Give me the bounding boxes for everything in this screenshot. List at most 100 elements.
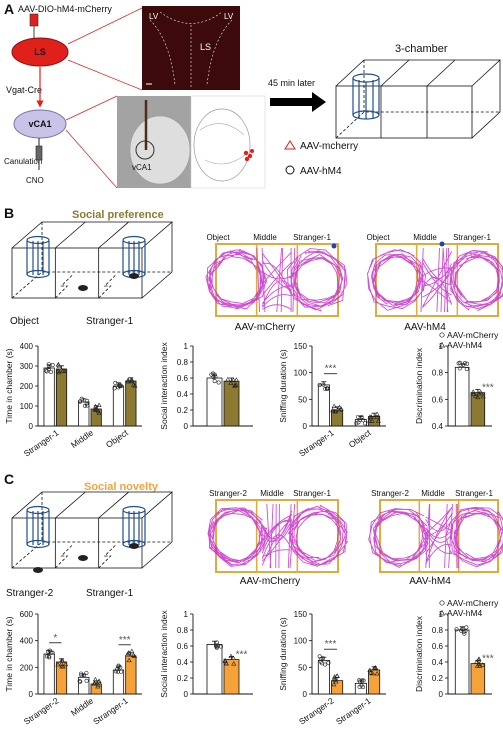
data-point [454,627,459,632]
data-point [211,375,216,380]
box-front [11,247,143,299]
data-point [83,403,88,408]
track-label: Stranger-2 [371,489,409,498]
data-point [46,649,51,654]
y-tick-label: 0 [303,690,308,699]
box-door [98,543,117,569]
mouse-icon [78,555,88,561]
legend-circle-icon [439,600,445,606]
data-point [44,654,49,659]
data-point [125,378,131,384]
data-point [119,669,124,674]
data-point [374,414,380,420]
data-point [369,418,375,423]
data-point [318,657,323,662]
data-point [118,383,123,388]
data-point [55,361,61,367]
data-point [232,382,238,388]
y-tick-label: 50 [298,395,307,404]
data-point [230,377,236,383]
legend-circle-icon [285,165,295,175]
data-point [91,680,97,685]
mouse-icon [78,285,88,291]
vgat-label: Vgat-Cre [6,85,42,95]
y-tick-label: 50 [298,663,307,672]
x-tick-label: Stranger-1 [22,427,61,458]
track-label: Stranger-2 [209,489,247,498]
y-tick-label: 0.8 [177,626,189,635]
bar [223,380,240,427]
y-axis-label: Time in chamber (s) [4,616,14,691]
y-tick-label: 0.8 [432,369,444,378]
chamber-diagram-b [11,221,174,299]
y-tick-label: 0.6 [177,642,189,651]
bar [206,644,223,695]
data-point [476,656,482,661]
data-point [222,657,228,663]
data-point [464,367,469,372]
y-tick-label: 100 [294,637,308,646]
bar [317,384,330,427]
bar [454,366,470,427]
y-tick-label: 0 [29,690,34,699]
data-point [465,361,470,366]
data-point [60,368,66,373]
data-point [48,369,53,374]
significance-label: *** [325,364,337,375]
significance-label: * [53,633,57,644]
data-point [354,421,359,426]
data-point [456,361,461,366]
track-path [207,503,349,569]
data-point [63,661,69,667]
track-label: Middle [413,233,437,242]
track-label: Stranger-1 [293,233,331,242]
data-point [228,653,234,659]
chart-b2: 0 0.2 0.4 0.6 0.8 1 Social interaction index [159,342,253,431]
data-point [46,365,51,370]
zoom-line [65,95,118,121]
legend-entry: AAV-hM4 [447,340,483,350]
y-tick-label: 0.6 [177,374,189,383]
cannulation-label: Canulation [4,157,42,166]
ls-region-icon [11,37,69,67]
data-point [233,377,239,382]
data-point [79,671,84,676]
three-chamber-diagram [335,59,502,139]
data-point [92,676,98,682]
chart-c1: 0 200 400 600 Time in chamber (s) Stranger-2 M… [4,610,142,727]
track-caption-b-hm4: AAV-hM4 [404,322,446,333]
y-tick-label: 150 [294,610,308,619]
chart-b1: 0 100 200 300 400 Time in chamber (s) Stranger… [4,342,142,459]
box-divider [55,221,86,249]
data-point [44,369,49,374]
data-point [60,658,66,663]
track-caption-c-hm4: AAV-hM4 [409,576,451,587]
data-point [95,682,101,687]
data-point [50,363,55,368]
data-point [132,383,138,388]
y-axis-label: Discrimination index [414,615,424,692]
zoom-line [67,7,143,45]
y-tick-label: 400 [20,342,34,351]
x-tick-label: Stranger-2 [297,695,336,726]
box-edge [141,541,173,569]
legend-entry: AAV-mCherry [447,330,499,340]
data-point [480,662,486,667]
data-point [460,627,465,632]
mouse-icon [129,543,139,549]
panel-c: C Social novelty Stranger-2 Stranger-1 A… [4,471,503,599]
data-point [331,681,337,687]
chamber-title: 3-chamber [395,43,448,55]
panel-c-left-label: Stranger-2 [6,588,54,599]
data-point [84,678,89,683]
legend-entry: AAV-hM4 [447,608,483,618]
mouse-icon [33,567,43,573]
chart-b4: 0.4 0.6 0.8 1 Discrimination index *** AAV-mCh… [414,330,499,431]
y-tick-label: 0 [29,422,34,431]
box-front [11,517,143,569]
track-caption-c-mcherry: AAV-mCherry [240,576,300,587]
bar [354,682,367,695]
virus-label: AAV-DIO-hM4-mCherry [18,4,112,14]
legend-triangle-icon [438,341,446,348]
bar [55,368,68,427]
